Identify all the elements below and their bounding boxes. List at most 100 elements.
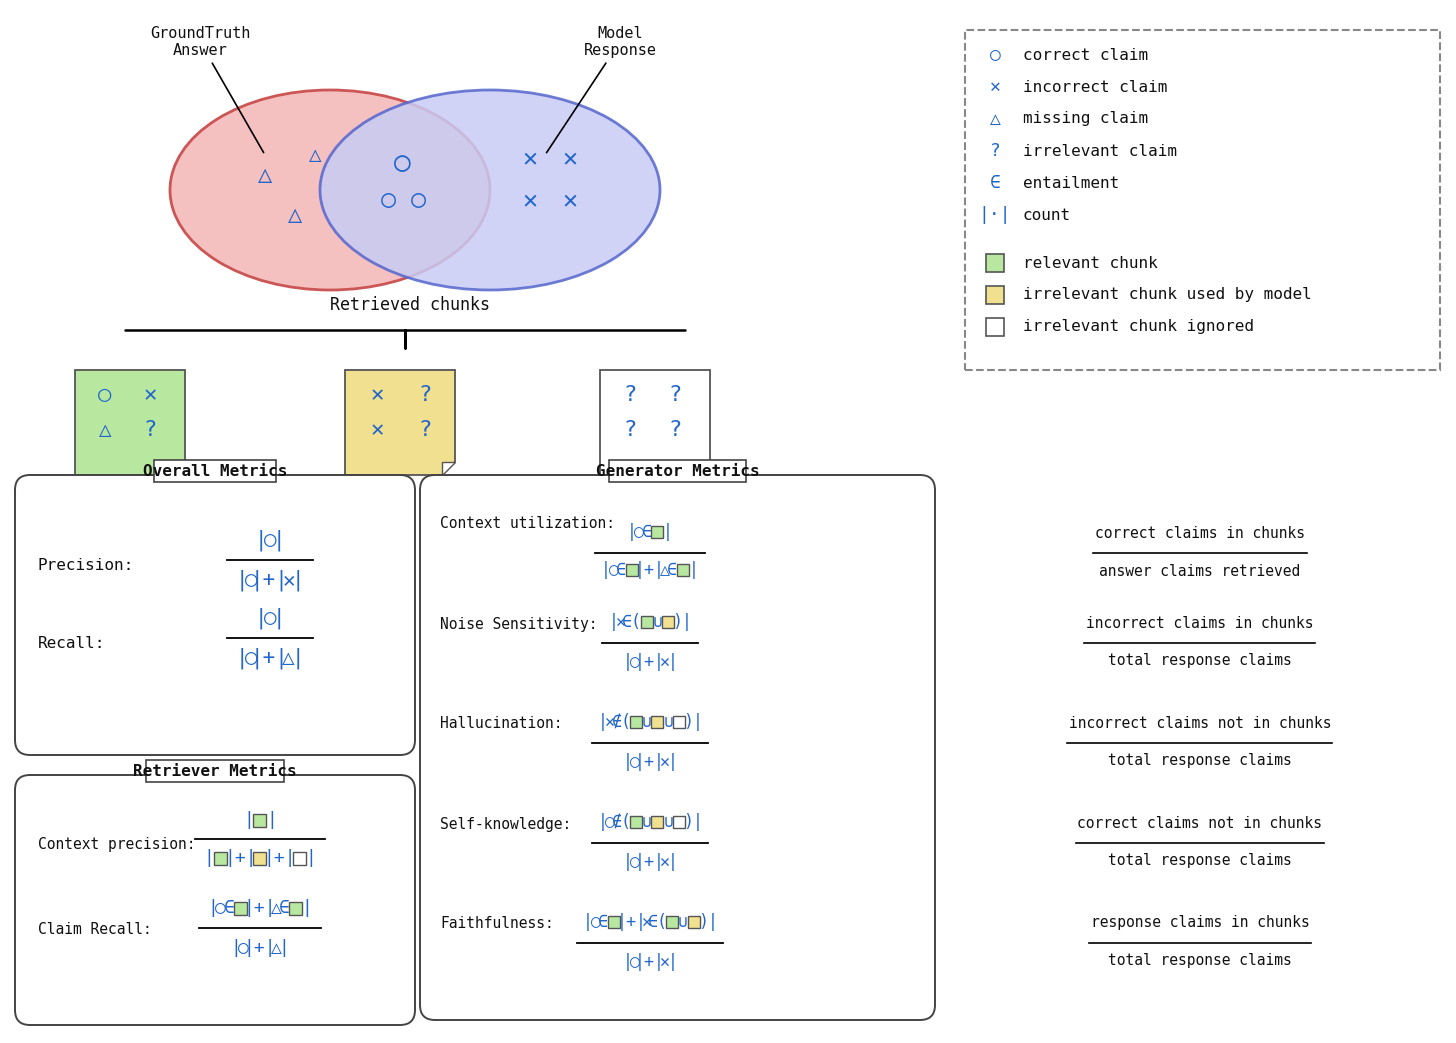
Text: ∪: ∪ [652,613,662,631]
Polygon shape [172,462,185,475]
Text: ✕: ✕ [562,188,578,212]
Text: |: | [582,913,593,931]
Bar [146,760,284,782]
Text: missing claim: missing claim [1024,112,1149,126]
Text: irrelevant claim: irrelevant claim [1024,144,1176,159]
Text: ✕: ✕ [990,78,1000,96]
Text: ○: ○ [245,648,258,668]
Bar [687,916,700,928]
Text: |: | [667,653,677,671]
Bar [293,851,306,865]
Text: ∪: ∪ [642,713,652,731]
Text: |: | [236,569,249,590]
FancyBboxPatch shape [15,775,415,1025]
Text: ?: ? [990,142,1000,160]
Text: ○: ○ [606,812,616,831]
Polygon shape [697,462,711,475]
Text: ?: ? [418,420,431,440]
Text: incorrect claims not in chunks: incorrect claims not in chunks [1069,715,1331,730]
Text: |+|: |+| [635,753,665,771]
Text: Precision:: Precision: [38,558,134,573]
Text: ?: ? [623,385,636,405]
Text: |+|: |+| [635,853,665,871]
Text: ∈: ∈ [616,561,626,579]
Text: △: △ [282,648,296,668]
Ellipse shape [170,90,491,290]
Bar [986,254,1005,272]
Text: ○: ○ [245,571,258,590]
Text: △: △ [258,163,272,187]
Text: |: | [689,561,699,579]
Text: count: count [1024,208,1072,222]
Text: total response claims: total response claims [1108,853,1291,869]
Text: |+|: |+| [250,569,288,590]
Bar [965,30,1440,370]
Text: Noise Sensitivity:: Noise Sensitivity: [440,616,597,631]
Bar [154,460,277,482]
FancyBboxPatch shape [15,475,415,755]
Text: ○: ○ [630,653,641,671]
Text: ○: ○ [411,188,425,212]
Text: incorrect claims in chunks: incorrect claims in chunks [1086,615,1313,631]
Bar [253,851,266,865]
Text: ∉(: ∉( [612,713,632,731]
Text: ?: ? [668,420,681,440]
Text: ✕: ✕ [660,753,670,771]
Text: △: △ [271,939,281,957]
Text: ?: ? [623,420,636,440]
Bar [609,460,747,482]
Text: total response claims: total response claims [1108,953,1291,969]
Text: ∈: ∈ [990,174,1000,192]
Text: ✕: ✕ [370,420,384,440]
Text: |: | [598,812,609,831]
Polygon shape [345,370,454,475]
Polygon shape [76,370,185,475]
Text: |: | [291,648,304,669]
Text: |: | [266,811,277,829]
Text: ✕: ✕ [606,713,616,731]
Text: △: △ [99,420,111,440]
Text: |+|: |+| [635,561,665,579]
Text: ∉(: ∉( [612,812,632,831]
Text: |+|: |+| [243,899,277,917]
Text: ✕: ✕ [642,913,652,931]
Text: ∈: ∈ [642,523,652,541]
Text: ✕: ✕ [143,385,157,405]
Text: |: | [628,523,636,541]
Text: ○: ○ [630,853,641,871]
Text: |: | [598,713,609,731]
Text: correct claim: correct claim [1024,48,1149,63]
Text: |: | [207,899,218,917]
Text: correct claims in chunks: correct claims in chunks [1095,526,1305,540]
Text: ✕: ✕ [660,653,670,671]
Text: |: | [306,849,316,867]
Text: |+|: |+| [635,953,665,971]
Text: ∈: ∈ [278,899,290,917]
Text: |+|: |+| [250,648,288,669]
Text: |+|: |+| [224,849,256,867]
Text: Hallucination:: Hallucination: [440,717,562,731]
Text: ○: ○ [393,149,411,177]
Text: irrelevant chunk ignored: irrelevant chunk ignored [1024,319,1254,335]
Text: ?: ? [418,385,431,405]
Text: ○: ○ [635,523,644,541]
Text: |: | [272,529,285,551]
Text: ∪: ∪ [642,812,652,831]
Text: )|: )| [683,812,703,831]
Text: ✕: ✕ [660,953,670,971]
Bar [651,816,664,828]
Text: |: | [204,849,214,867]
Bar [677,564,689,576]
Text: |: | [272,607,285,629]
Text: Context utilization:: Context utilization: [440,516,614,532]
Text: ✕: ✕ [523,188,537,212]
Text: △: △ [309,145,322,165]
Text: |: | [609,613,619,631]
Text: ○: ○ [630,953,641,971]
Text: ○: ○ [591,913,600,931]
Text: Recall:: Recall: [38,635,105,651]
Text: )|: )| [673,613,693,631]
Text: GroundTruth
Answer: GroundTruth Answer [150,26,264,152]
Text: Generator Metrics: Generator Metrics [596,463,760,479]
Text: ✕: ✕ [562,146,578,170]
